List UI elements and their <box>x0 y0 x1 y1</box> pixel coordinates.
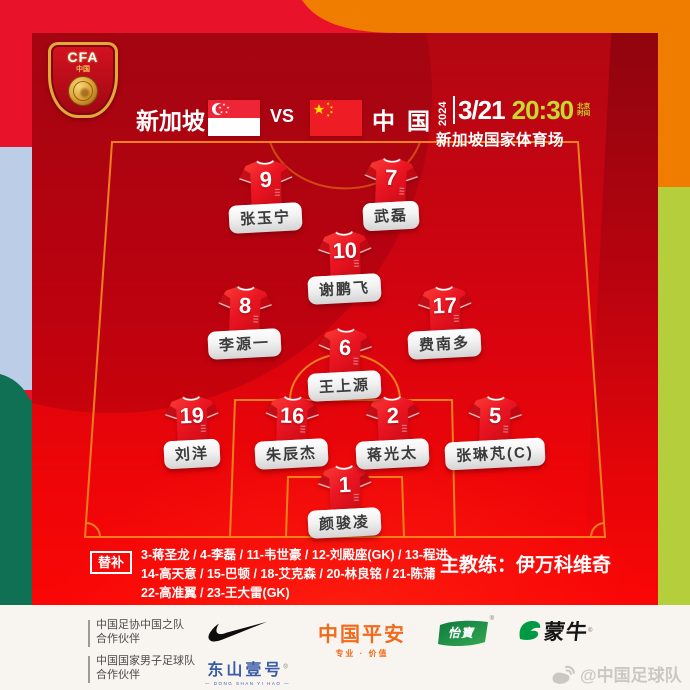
cfa-badge-icon: CFA 中国 <box>48 42 118 118</box>
player-name-plate: 张琳芃(C) <box>444 437 546 471</box>
partner-label-line: 合作伙伴 <box>96 668 140 681</box>
player-number: 17 <box>432 292 458 319</box>
pingan-slogan: 专业 · 价值 <box>335 649 389 658</box>
partner-label: 中国国家男子足球队 合作伙伴 <box>96 655 195 682</box>
weibo-icon <box>552 665 575 684</box>
yibao-logo: 怡寶 ® <box>436 616 494 648</box>
player-number: 7 <box>384 164 398 191</box>
partner-label: 中国足协中国之队 合作伙伴 <box>96 619 184 646</box>
player-number: 16 <box>279 402 305 429</box>
registered-mark: ® <box>588 628 593 634</box>
watermark: @中国足球队 <box>550 661 682 686</box>
match-info: 2024 3/21 20:30 北京时间 新加坡国家体育场 <box>436 94 606 150</box>
match-date: 3/21 <box>458 94 506 125</box>
player-name-plate: 李源一 <box>207 328 283 360</box>
player-name: 蒋光太 <box>367 444 419 465</box>
player-number: 8 <box>238 292 252 319</box>
player-name-plate: 武磊 <box>362 200 420 232</box>
yibao-flag-icon <box>438 620 488 647</box>
substitutes-line: 14-高天意 / 15-巴顿 / 18-艾克森 / 20-林良铭 / 21-陈蒲 <box>141 567 436 581</box>
player-name-plate: 张玉宁 <box>228 202 304 234</box>
player-name: 刘洋 <box>174 445 210 464</box>
dongshan-name: 东山壹号 <box>207 662 284 679</box>
player-number: 10 <box>332 237 358 264</box>
registered-mark: ® <box>489 616 494 622</box>
partner-label-line: 中国足协中国之队 <box>96 619 184 631</box>
player-name: 谢鹏飞 <box>319 279 371 300</box>
partner-label-line: 中国国家男子足球队 <box>96 655 195 667</box>
player-name: 王上源 <box>319 376 371 397</box>
pingan-logo: 中国平安 专业 · 价值 <box>318 618 406 659</box>
player-name: 武磊 <box>373 207 409 226</box>
player-name-plate: 蒋光太 <box>355 438 431 470</box>
mengniu-name: 蒙牛 <box>542 621 590 644</box>
venue-name: 新加坡国家体育场 <box>436 132 565 149</box>
substitutes-line: 3-蒋圣龙 / 4-李磊 / 11-韦世豪 / 12-刘殿座(GK) / 13-… <box>141 548 448 562</box>
player-name-plate: 朱辰杰 <box>254 438 330 470</box>
player-name: 朱辰杰 <box>266 444 318 465</box>
divider <box>88 620 90 647</box>
pingan-name: 中国平安 <box>318 624 406 646</box>
player-name: 颜骏凌 <box>319 513 371 534</box>
match-time: 20:30 <box>511 94 574 125</box>
dongshan-latin: — DONG SHAN YI HAO — <box>205 681 291 686</box>
substitutes-list: 3-蒋圣龙 / 4-李磊 / 11-韦世豪 / 12-刘殿座(GK) / 13-… <box>141 546 471 603</box>
player-name: 张琳芃(C) <box>455 443 535 466</box>
divider <box>88 656 90 683</box>
timezone-note: 北京时间 <box>577 103 591 117</box>
player-name-plate: 颜骏凌 <box>307 507 383 539</box>
substitutes-label: 替补 <box>90 551 132 574</box>
player-number: 6 <box>338 334 352 361</box>
player-name: 张玉宁 <box>240 208 292 229</box>
mengniu-emblem-icon <box>519 620 541 640</box>
player-name-plate: 费南多 <box>407 328 483 360</box>
head-coach-label: 主教练：伊万科维奇 <box>440 555 612 576</box>
player-slot: 1 颜骏凌 <box>280 464 410 539</box>
away-team-name: 中国 <box>372 108 442 134</box>
player-number: 2 <box>386 402 400 429</box>
mengniu-logo: 蒙牛 ® <box>518 616 592 646</box>
partner-label-line: 合作伙伴 <box>96 632 140 645</box>
sponsor-footer: 中国足协中国之队 合作伙伴 中国国家男子足球队 合作伙伴 中国平安 专业 · 价… <box>0 605 690 690</box>
player-slot: 6 王上源 <box>280 327 410 402</box>
player-number: 1 <box>338 471 352 498</box>
badge-country: 中国 <box>76 66 90 73</box>
player-number: 5 <box>488 402 502 429</box>
player-name: 李源一 <box>219 334 271 355</box>
player-slot: 7 武磊 <box>326 157 456 232</box>
player-name-plate: 刘洋 <box>163 438 221 470</box>
player-number: 19 <box>179 402 205 429</box>
nike-swoosh-icon <box>208 621 267 642</box>
vs-label: VS <box>270 106 295 126</box>
player-name: 费南多 <box>419 334 471 355</box>
china-flag-icon <box>310 100 362 136</box>
substitutes-line: 22-高准翼 / 23-王大雷(GK) <box>141 586 290 600</box>
yibao-name: 怡寶 <box>447 626 474 640</box>
divider <box>453 96 455 124</box>
match-year: 2024 <box>437 101 449 126</box>
badge-acronym: CFA <box>67 49 99 65</box>
home-team-name: 新加坡 <box>136 108 205 134</box>
player-name-plate: 王上源 <box>307 370 383 402</box>
registered-mark: ® <box>283 664 288 671</box>
player-name-plate: 谢鹏飞 <box>307 273 383 305</box>
player-slot: 9 张玉宁 <box>201 159 331 234</box>
dongshan-logo: 东山壹号® — DONG SHAN YI HAO — <box>205 656 290 686</box>
player-slot: 5 张琳芃(C) <box>430 395 560 471</box>
watermark-text: @中国足球队 <box>580 666 682 685</box>
singapore-flag-icon <box>208 100 260 136</box>
badge-emblem-icon <box>68 76 98 106</box>
player-number: 9 <box>259 166 273 193</box>
